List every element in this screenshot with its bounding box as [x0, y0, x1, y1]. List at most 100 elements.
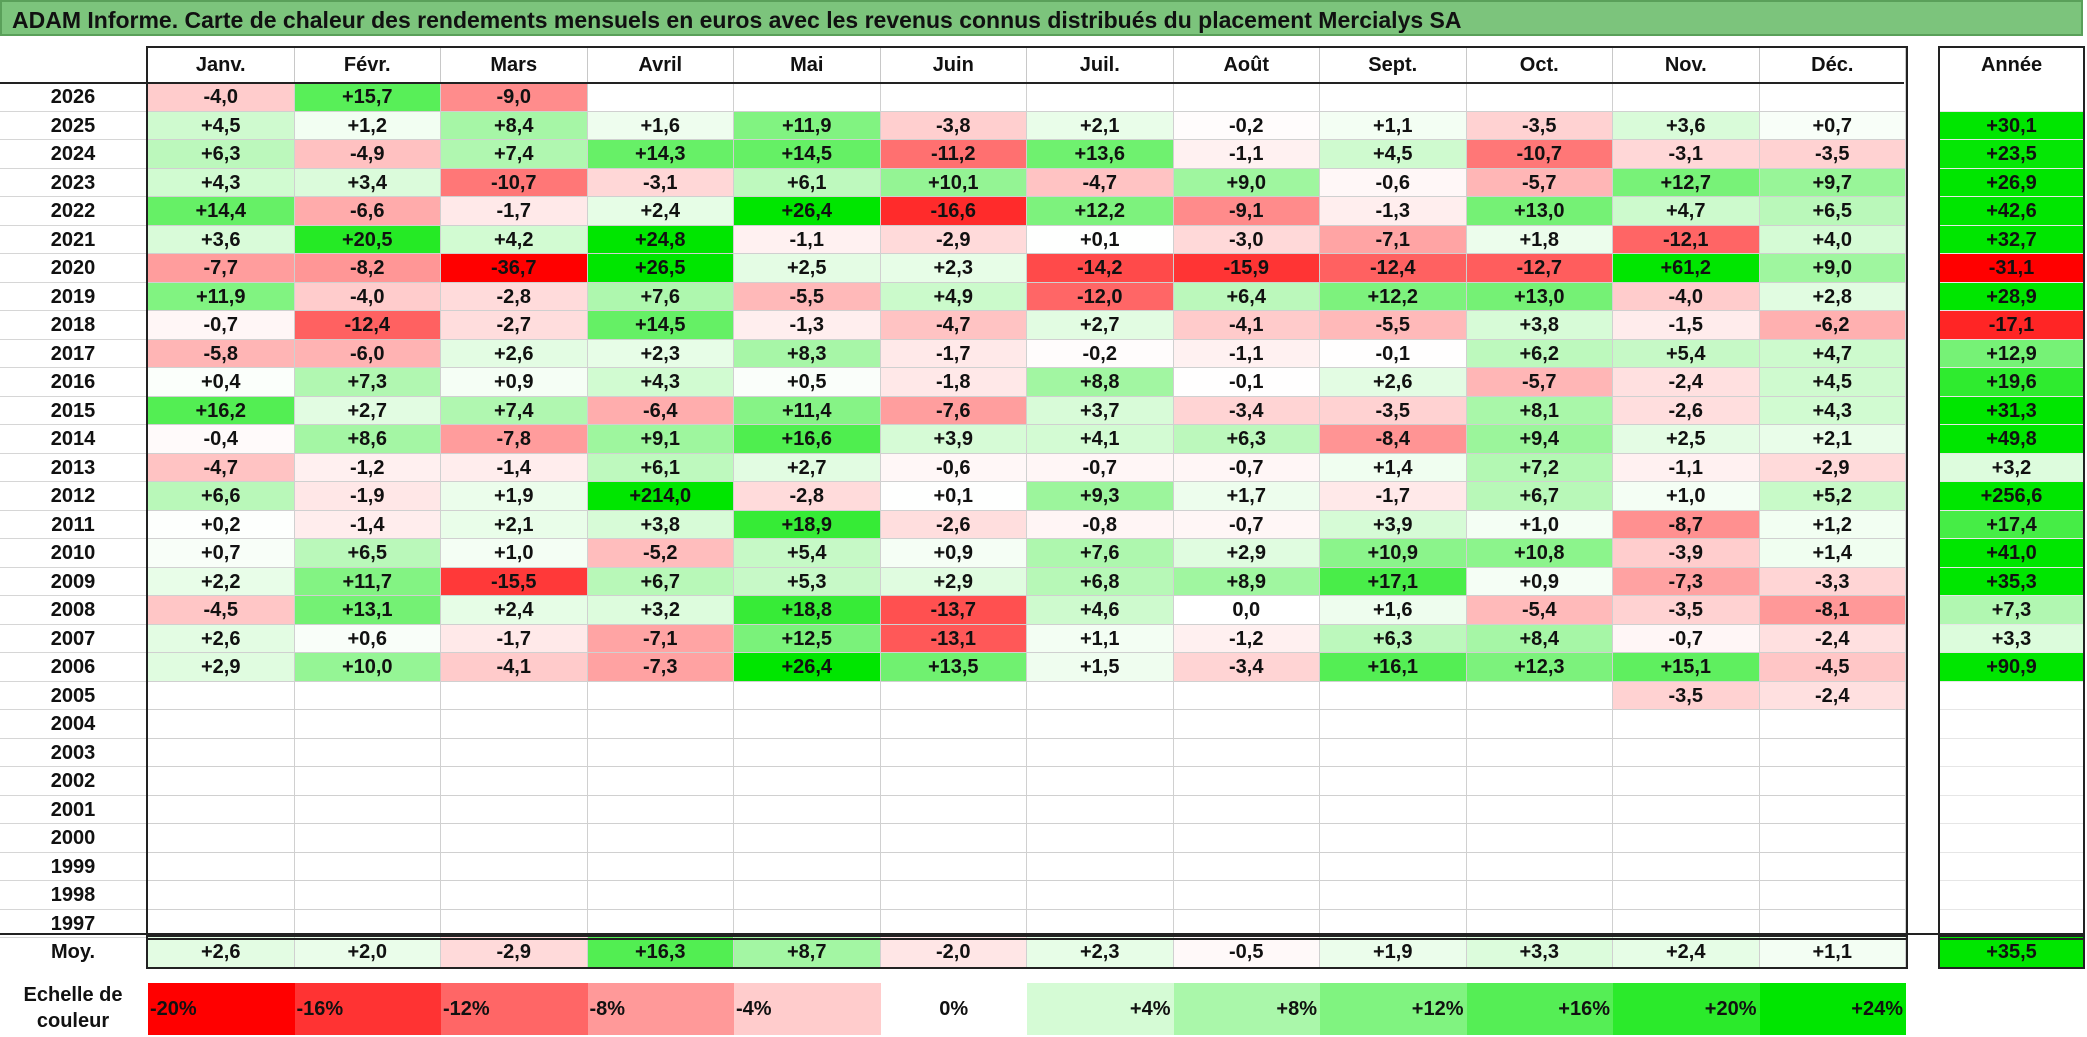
heatmap-cell — [1613, 738, 1760, 767]
annual-cell: +3,3 — [1940, 624, 2083, 653]
annual-cell: +12,9 — [1940, 339, 2083, 368]
heatmap-cell: +15,1 — [1613, 653, 1760, 682]
heatmap-cell: -3,4 — [1173, 396, 1320, 425]
heatmap-cell — [1173, 795, 1320, 824]
heatmap-cell — [1320, 881, 1467, 910]
heatmap-cell — [1466, 681, 1613, 710]
month-header: Oct. — [1467, 48, 1613, 83]
heatmap-cell — [1613, 83, 1760, 112]
heatmap-cell: +4,0 — [1759, 225, 1906, 254]
heatmap-cell — [441, 881, 588, 910]
heatmap-cell: +7,4 — [441, 140, 588, 169]
heatmap-cell — [587, 710, 734, 739]
heatmap-cell: -1,2 — [1173, 624, 1320, 653]
heatmap-cell: +9,4 — [1466, 425, 1613, 454]
heatmap-cell: +2,4 — [587, 197, 734, 226]
year-label: 2025 — [0, 112, 146, 140]
heatmap-cell: +0,9 — [880, 539, 1027, 568]
heatmap-cell: +1,1 — [1027, 624, 1174, 653]
annual-cell — [1940, 795, 2083, 824]
heatmap-cell: +7,2 — [1466, 453, 1613, 482]
heatmap-cell: +2,7 — [294, 396, 441, 425]
color-scale-swatch: -12% — [441, 983, 588, 1035]
heatmap-cell: -1,3 — [1320, 197, 1467, 226]
heatmap-cell: 0,0 — [1173, 596, 1320, 625]
heatmap-cell: +2,1 — [441, 510, 588, 539]
heatmap-cell: -2,4 — [1759, 624, 1906, 653]
heatmap-cell: -14,2 — [1027, 254, 1174, 283]
heatmap-cell: -2,7 — [441, 311, 588, 340]
heatmap-cell: +6,7 — [587, 567, 734, 596]
heatmap-cell: -1,7 — [880, 339, 1027, 368]
heatmap-cell: -6,6 — [294, 197, 441, 226]
heatmap-cell — [148, 767, 295, 796]
annual-cell: +32,7 — [1940, 225, 2083, 254]
average-cell: +2,0 — [294, 937, 441, 967]
heatmap-cell: -3,3 — [1759, 567, 1906, 596]
heatmap-cell: +12,2 — [1027, 197, 1174, 226]
average-cell: +2,4 — [1613, 937, 1760, 967]
average-label: Moy. — [50, 941, 96, 963]
year-label: 2011 — [0, 511, 146, 539]
heatmap-cell — [1466, 767, 1613, 796]
year-label: 2013 — [0, 454, 146, 482]
heatmap-cell: -0,2 — [1027, 339, 1174, 368]
annual-cell: +3,2 — [1940, 453, 2083, 482]
heatmap-cell — [1173, 767, 1320, 796]
year-label: 2024 — [0, 140, 146, 169]
heatmap-cell: +3,9 — [880, 425, 1027, 454]
heatmap-cell — [1027, 824, 1174, 853]
heatmap-cell: +4,7 — [1759, 339, 1906, 368]
heatmap-cell — [1466, 710, 1613, 739]
heatmap-cell: +15,7 — [294, 83, 441, 112]
year-label: 2012 — [0, 482, 146, 511]
heatmap-cell: +214,0 — [587, 482, 734, 511]
heatmap-cell: +4,5 — [1320, 140, 1467, 169]
heatmap-cell — [1173, 681, 1320, 710]
heatmap-cell: -1,9 — [294, 482, 441, 511]
annual-cell: +49,8 — [1940, 425, 2083, 454]
heatmap-cell: +2,9 — [880, 567, 1027, 596]
heatmap-cell: +4,5 — [148, 111, 295, 140]
heatmap-cell: +0,6 — [294, 624, 441, 653]
heatmap-cell: +14,5 — [734, 140, 881, 169]
heatmap-cell — [587, 881, 734, 910]
heatmap-cell — [148, 852, 295, 881]
heatmap-cell: +0,5 — [734, 368, 881, 397]
heatmap-cell — [1613, 710, 1760, 739]
heatmap-cell: -2,9 — [880, 225, 1027, 254]
heatmap-cell — [1320, 795, 1467, 824]
heatmap-cell: +6,1 — [587, 453, 734, 482]
heatmap-cell: -10,7 — [1466, 140, 1613, 169]
heatmap-cell — [294, 767, 441, 796]
heatmap-cell: -3,8 — [880, 111, 1027, 140]
year-label: 2021 — [0, 226, 146, 254]
heatmap-cell — [1027, 681, 1174, 710]
month-header: Déc. — [1760, 48, 1906, 83]
heatmap-cell: -7,8 — [441, 425, 588, 454]
heatmap-cell — [880, 738, 1027, 767]
annual-cell — [1940, 738, 2083, 767]
heatmap-cell: -36,7 — [441, 254, 588, 283]
heatmap-cell: +0,9 — [441, 368, 588, 397]
heatmap-cell: -2,4 — [1613, 368, 1760, 397]
average-cell: +1,9 — [1320, 937, 1467, 967]
average-divider — [0, 933, 2083, 935]
average-cell: -2,0 — [880, 937, 1027, 967]
annual-cell: -17,1 — [1940, 311, 2083, 340]
heatmap-cell: +4,7 — [1613, 197, 1760, 226]
heatmap-cell: +10,8 — [1466, 539, 1613, 568]
heatmap-cell: +4,1 — [1027, 425, 1174, 454]
heatmap-cell: +9,1 — [587, 425, 734, 454]
annual-cell: +41,0 — [1940, 539, 2083, 568]
heatmap-cell: +2,5 — [1613, 425, 1760, 454]
heatmap-cell: +12,3 — [1466, 653, 1613, 682]
heatmap-cell: -2,8 — [441, 282, 588, 311]
heatmap-cell: -1,7 — [1320, 482, 1467, 511]
heatmap-cell: +26,4 — [734, 197, 881, 226]
heatmap-cell — [441, 795, 588, 824]
heatmap-cell — [1759, 738, 1906, 767]
heatmap-cell — [294, 738, 441, 767]
heatmap-cell — [587, 852, 734, 881]
heatmap-cell: +4,3 — [587, 368, 734, 397]
